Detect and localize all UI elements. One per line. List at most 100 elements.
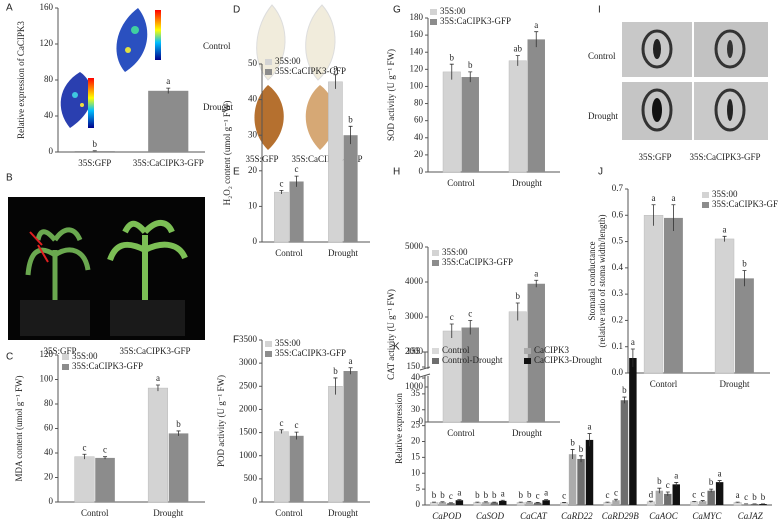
y-tick-label: 150 <box>407 361 421 371</box>
bar <box>74 456 95 503</box>
y-tick-label: 10 <box>411 467 421 477</box>
x-tick-label: 35S:GFP <box>78 158 111 168</box>
bar <box>527 283 545 422</box>
bar <box>742 504 750 505</box>
y-tick-label: 4000 <box>405 276 424 286</box>
x-tick-label: Drought <box>328 248 358 258</box>
error-bar <box>515 55 520 66</box>
bar <box>714 238 735 374</box>
x-tick-label: CaJAZ <box>738 511 764 521</box>
bar <box>499 500 507 505</box>
legend-label: 35S:00 <box>442 247 468 257</box>
significance-letter: c <box>279 418 283 428</box>
image-label: 35S:CaCIPK3-GFP <box>689 152 760 162</box>
bar <box>690 501 699 506</box>
bar <box>473 502 482 506</box>
y-axis-label: POD activity (U g⁻¹ FW) <box>216 375 226 467</box>
significance-letter: a <box>631 337 635 347</box>
y-tick-label: 3000 <box>239 357 258 367</box>
legend-label: 35S:00 <box>275 338 301 348</box>
error-bar <box>535 502 540 504</box>
significance-letter: c <box>468 309 472 319</box>
y-tick-label: 25 <box>411 420 421 430</box>
legend-label: Control-Drought <box>442 355 503 365</box>
x-tick-label: Control <box>447 428 475 438</box>
y-tick-label: 0.3 <box>612 288 624 298</box>
y-tick-label: 5 <box>416 483 421 493</box>
y-axis-label: H₂O₂ content (umol g⁻¹ FW) <box>222 101 232 206</box>
leaf-photos <box>254 4 336 150</box>
significance-letter: b <box>440 490 445 500</box>
y-tick-label: 500 <box>244 473 258 483</box>
y-tick-label: 0.2 <box>612 314 623 324</box>
legend-swatch <box>524 358 531 364</box>
significance-letter: c <box>692 490 696 500</box>
significance-letter: c <box>701 489 705 499</box>
y-axis-label: SOD activity (U g⁻¹ FW) <box>386 49 396 141</box>
y-axis-label: (relative ratio of stoma width/length) <box>597 215 607 348</box>
y-axis-label: MDA content (umol g⁻¹ FW) <box>14 376 24 482</box>
significance-letter: b <box>450 52 455 62</box>
bar <box>95 457 115 502</box>
significance-letter: b <box>742 259 747 269</box>
bar <box>664 493 672 505</box>
row-label: Control <box>203 41 231 51</box>
x-tick-label: CaCAT <box>520 511 548 521</box>
error-bar <box>432 501 436 503</box>
legend-label: 35S:CaCIPK3-GFP <box>275 66 346 76</box>
x-tick-label: Drought <box>153 508 183 518</box>
error-bar <box>294 431 299 440</box>
legend-swatch <box>430 9 437 15</box>
image-label: 35S:CaCIPK3-GFP <box>119 346 190 356</box>
y-tick-label: 0 <box>253 496 258 506</box>
significance-letter: a <box>544 488 548 498</box>
error-bar <box>155 384 160 392</box>
bar <box>274 431 289 503</box>
panel-label: K <box>393 342 400 353</box>
bar <box>655 490 664 505</box>
bar <box>168 433 189 502</box>
bar <box>328 81 343 243</box>
x-tick-label: Drought <box>512 178 542 188</box>
bar <box>274 191 289 243</box>
axis-break <box>419 366 431 371</box>
significance-letter: b <box>432 490 437 500</box>
error-bar <box>483 501 488 503</box>
legend-label: 35S:CaCIPK3-GFP <box>712 199 778 209</box>
error-bar <box>709 488 714 493</box>
axis-break-gap <box>421 369 429 376</box>
legend-swatch <box>265 341 272 347</box>
legend-swatch <box>702 202 709 208</box>
y-tick-label: 2000 <box>405 346 424 356</box>
bar <box>490 502 499 505</box>
significance-letter: c <box>82 442 86 452</box>
error-bar <box>722 235 727 242</box>
y-tick-label: 0 <box>253 236 258 246</box>
significance-letter: c <box>295 420 299 430</box>
bar <box>577 458 585 505</box>
y-tick-label: 160 <box>40 2 54 12</box>
error-bar <box>440 501 445 503</box>
y-tick-label: 0.5 <box>612 236 624 246</box>
error-bar <box>579 455 584 463</box>
bar <box>74 151 115 152</box>
significance-letter: b <box>475 490 480 500</box>
error-bar <box>449 323 454 338</box>
legend-swatch <box>702 192 709 198</box>
legend-swatch <box>432 348 439 354</box>
error-bar <box>294 175 299 187</box>
bar <box>560 502 569 506</box>
significance-letter: c <box>103 445 107 455</box>
y-tick-label: 0.1 <box>612 341 623 351</box>
significance-letter: b <box>516 291 521 301</box>
error-bar <box>665 491 670 496</box>
y-tick-label: 2500 <box>239 380 258 390</box>
bar <box>707 490 715 505</box>
x-tick-label: Control <box>275 508 303 518</box>
error-bar <box>448 502 453 504</box>
significance-letter: b <box>348 114 353 124</box>
error-bar <box>166 87 171 94</box>
legend-swatch <box>62 364 69 370</box>
row-label: Drought <box>203 102 233 112</box>
